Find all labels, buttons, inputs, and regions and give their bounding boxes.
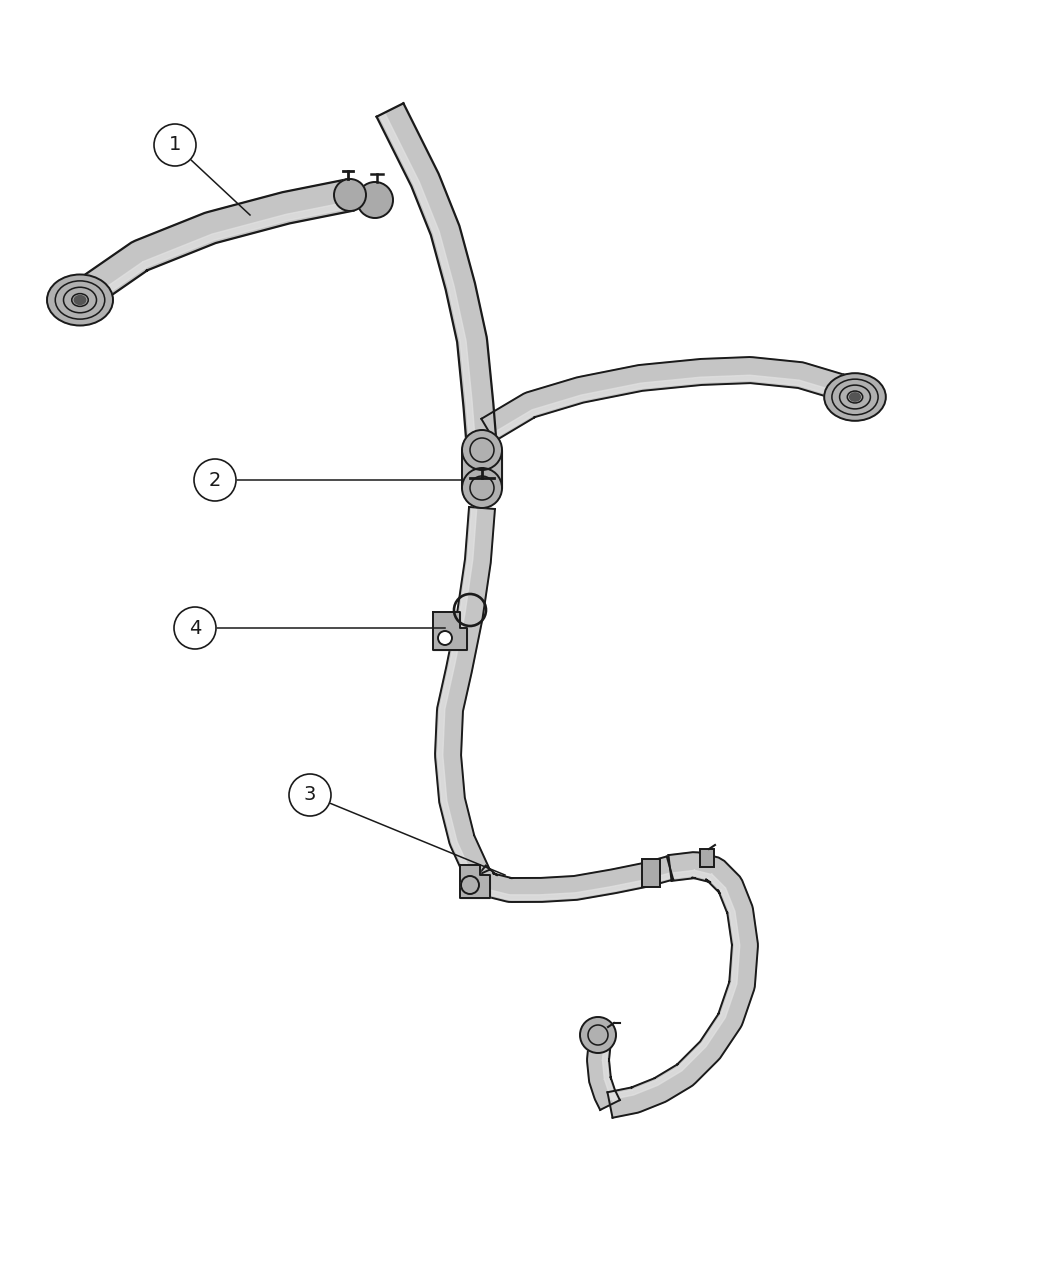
Ellipse shape	[75, 296, 86, 305]
Circle shape	[289, 774, 331, 816]
Text: 3: 3	[303, 785, 316, 805]
Polygon shape	[471, 872, 673, 900]
Circle shape	[580, 1017, 616, 1053]
Polygon shape	[608, 870, 740, 1100]
Polygon shape	[438, 507, 477, 880]
Polygon shape	[91, 201, 353, 302]
Polygon shape	[460, 864, 490, 898]
Polygon shape	[481, 357, 844, 441]
Circle shape	[462, 468, 502, 507]
Polygon shape	[470, 857, 673, 901]
Polygon shape	[608, 852, 758, 1118]
Text: 2: 2	[209, 470, 222, 490]
Circle shape	[154, 124, 196, 166]
Circle shape	[357, 182, 393, 218]
Circle shape	[174, 607, 216, 649]
Circle shape	[461, 876, 479, 894]
Text: 1: 1	[169, 135, 182, 154]
Polygon shape	[603, 1040, 617, 1103]
Polygon shape	[462, 450, 502, 488]
Ellipse shape	[824, 374, 886, 421]
Bar	[700, 849, 714, 867]
Circle shape	[462, 430, 502, 470]
Polygon shape	[79, 180, 353, 305]
Circle shape	[194, 459, 236, 501]
Polygon shape	[433, 612, 467, 650]
Polygon shape	[377, 103, 497, 451]
Bar	[642, 859, 660, 887]
Polygon shape	[490, 375, 839, 439]
Polygon shape	[379, 112, 476, 451]
Ellipse shape	[47, 274, 113, 325]
Circle shape	[438, 631, 452, 645]
Polygon shape	[435, 507, 495, 881]
Text: 4: 4	[189, 618, 202, 638]
Polygon shape	[587, 1039, 620, 1111]
Circle shape	[334, 179, 366, 210]
Ellipse shape	[849, 393, 860, 402]
